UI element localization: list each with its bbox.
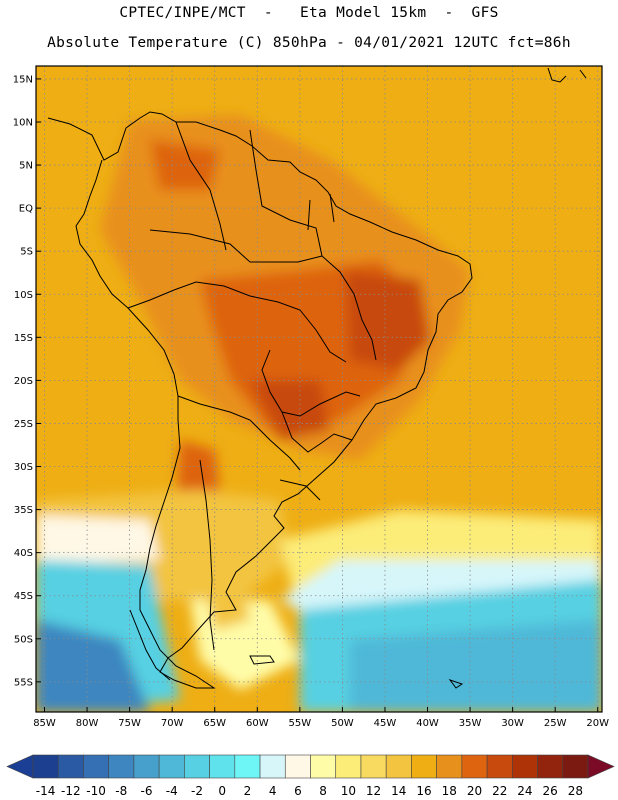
colorbar-label: 4 xyxy=(269,784,277,798)
lon-label: 70W xyxy=(161,718,184,729)
lon-label: 25W xyxy=(544,718,567,729)
colorbar-label: -4 xyxy=(166,784,178,798)
colorbar-label: -10 xyxy=(86,784,106,798)
lon-label: 35W xyxy=(459,718,482,729)
lon-label: 20W xyxy=(586,718,609,729)
lat-label: 10S xyxy=(14,290,33,301)
lon-label: 55W xyxy=(289,718,312,729)
lon-label: 80W xyxy=(76,718,99,729)
map-frame xyxy=(35,65,603,713)
colorbar-label: 24 xyxy=(517,784,532,798)
lon-label: 50W xyxy=(331,718,354,729)
colorbar-swatch xyxy=(335,754,362,779)
colorbar-swatch xyxy=(57,754,84,779)
lat-label: 20S xyxy=(14,376,33,387)
colorbar-swatch xyxy=(284,754,311,779)
colorbar-label: 6 xyxy=(294,784,302,798)
colorbar-label: 28 xyxy=(568,784,583,798)
lat-label: 15S xyxy=(14,333,33,344)
colorbar-swatch xyxy=(562,754,589,779)
colorbar-swatch xyxy=(234,754,261,779)
colorbar-swatch xyxy=(537,754,564,779)
colorbar-label: -6 xyxy=(141,784,153,798)
colorbar-label: 2 xyxy=(244,784,252,798)
colorbar-under-triangle xyxy=(6,754,34,779)
colorbar-swatch xyxy=(133,754,160,779)
colorbar-swatch xyxy=(259,754,286,779)
lon-label: 30W xyxy=(501,718,524,729)
colorbar-swatch xyxy=(32,754,59,779)
colorbar-swatch xyxy=(209,754,236,779)
lon-label: 60W xyxy=(246,718,269,729)
colorbar-label: 0 xyxy=(218,784,226,798)
colorbar-swatch xyxy=(360,754,387,779)
temperature-field xyxy=(36,66,602,712)
lon-label: 65W xyxy=(203,718,226,729)
colorbar-swatch xyxy=(83,754,109,779)
lat-label: 10N xyxy=(13,117,33,128)
lon-label: 85W xyxy=(33,718,56,729)
lat-label: 5N xyxy=(19,161,33,172)
lat-label: 15N xyxy=(13,74,33,85)
colorbar-swatch xyxy=(108,754,135,779)
colorbar-label: 22 xyxy=(492,784,507,798)
colorbar-over-triangle xyxy=(587,754,615,779)
lat-label: 30S xyxy=(14,462,33,473)
colorbar-swatch xyxy=(411,754,437,779)
lat-label: 40S xyxy=(14,548,33,559)
colorbar-label: 26 xyxy=(543,784,558,798)
lon-label: 75W xyxy=(118,718,141,729)
lat-label: 50S xyxy=(14,634,33,645)
colorbar-label: 14 xyxy=(391,784,406,798)
lat-label: 25S xyxy=(14,419,33,430)
lat-label: 45S xyxy=(14,591,33,602)
colorbar-swatch xyxy=(436,754,463,779)
colorbar-label: 10 xyxy=(341,784,356,798)
longitude-labels: 85W 80W 75W 70W 65W 60W 55W 50W 45W 40W 35W 30W 25W 2… xyxy=(33,707,609,729)
lon-label: 45W xyxy=(374,718,397,729)
colorbar-label: -2 xyxy=(191,784,203,798)
lat-label: EQ xyxy=(19,204,33,215)
colorbar-swatch xyxy=(184,754,210,779)
colorbar-swatch xyxy=(385,754,412,779)
colorbar-label: 8 xyxy=(319,784,327,798)
lat-label: 35S xyxy=(14,505,33,516)
colorbar-label: 16 xyxy=(416,784,431,798)
colorbar-label: -14 xyxy=(36,784,56,798)
lat-label: 5S xyxy=(20,247,33,258)
coastlines xyxy=(47,67,587,689)
latitude-labels: 15N 10N 5N EQ 5S 10S 15S 20S 25S 30S 35S 40S 45S 50S 5… xyxy=(13,74,41,688)
colorbar-swatch xyxy=(461,754,488,779)
colorbar-swatch xyxy=(158,754,185,779)
colorbar-label: -8 xyxy=(115,784,127,798)
title-line-2: Absolute Temperature (C) 850hPa - 04/01/… xyxy=(47,35,571,51)
colorbar-swatch xyxy=(310,754,337,779)
title-line-1: CPTEC/INPE/MCT - Eta Model 15km - GFS xyxy=(119,5,499,21)
colorbar-label: 18 xyxy=(442,784,457,798)
lat-label: 55S xyxy=(14,677,33,688)
colorbar-label: 20 xyxy=(467,784,482,798)
colorbar-label: 12 xyxy=(366,784,381,798)
colorbar-swatch xyxy=(486,754,513,779)
lon-label: 40W xyxy=(416,718,439,729)
colorbar-swatch xyxy=(512,754,538,779)
colorbar-label: -12 xyxy=(61,784,81,798)
